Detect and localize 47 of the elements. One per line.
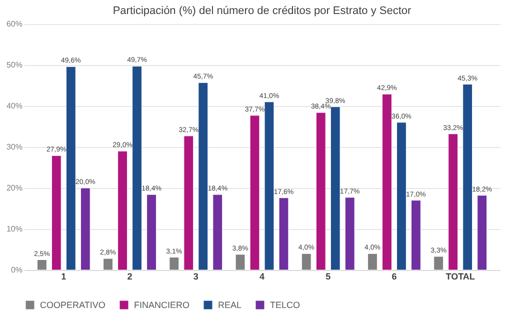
x-tick-label: 3 [193,272,198,282]
y-tick-label: 40% [6,102,22,110]
bar [264,102,274,270]
y-tick-label: 10% [6,224,22,234]
y-tick-label: 20% [6,184,22,192]
x-tick-label: 1 [61,272,66,282]
bar [301,253,312,270]
bar [411,200,421,270]
bar [344,197,355,270]
x-tick-label: 2 [127,272,132,282]
legend-label: REAL [218,300,242,310]
x-tick-label: TOTAL [446,272,476,282]
bar [66,66,76,270]
bar [462,84,473,270]
y-tick-label: 50% [6,60,22,70]
bar [198,82,208,270]
chart-title: Participación (%) del número de créditos por Estrato y Sector [112,5,412,17]
bar [235,254,246,270]
y-tick-label: 30% [6,142,22,152]
legend-label: COOPERATIVO [40,300,106,310]
bar [132,66,142,270]
bar [382,94,392,270]
y-tick-label: 0% [10,266,22,274]
bar [36,260,47,270]
bar [169,257,180,270]
bar [434,256,444,270]
bar [184,136,194,270]
bar [368,253,378,270]
bar [51,155,62,270]
x-tick-label: 6 [392,272,397,282]
y-tick-label: 60% [6,20,22,28]
bar [396,122,406,270]
bar [80,188,90,270]
bar [118,150,128,270]
bar [103,258,113,270]
legend-label: TELCO [270,300,300,310]
bar [146,194,156,270]
bar [316,112,326,270]
x-tick-label: 4 [259,272,265,282]
bar [477,195,488,270]
x-tick-label: 5 [326,272,331,282]
bar [448,134,458,270]
legend-label: FINANCIERO [134,300,190,310]
bar [330,106,340,270]
bar [278,198,289,270]
bar [250,115,260,270]
bar [212,194,223,270]
